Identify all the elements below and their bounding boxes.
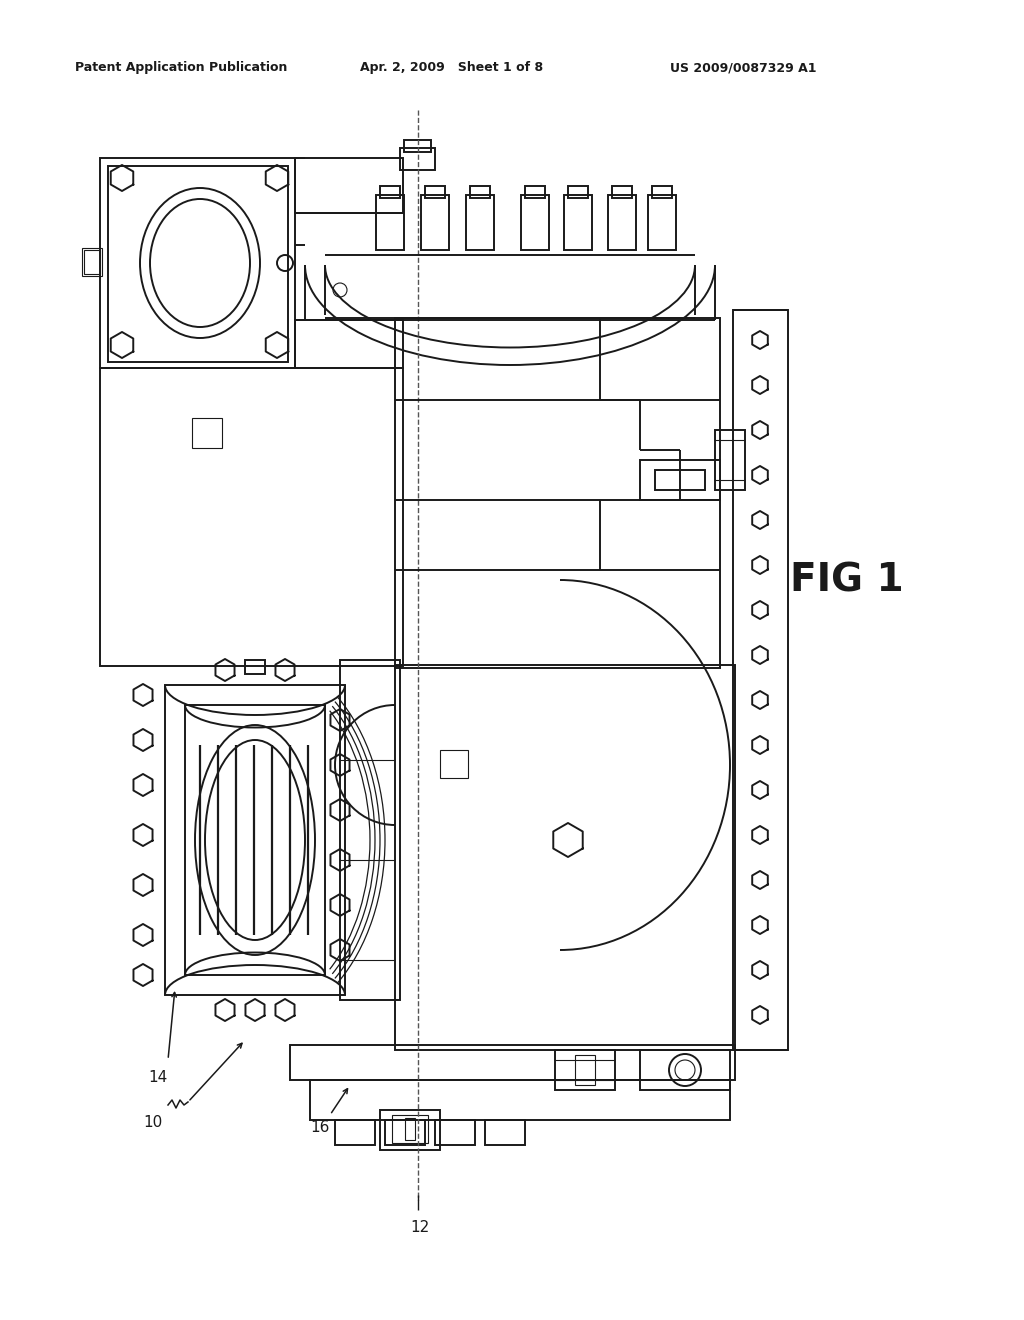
Bar <box>521 195 549 249</box>
Bar <box>733 310 788 1049</box>
Bar <box>376 195 404 249</box>
Bar <box>380 1110 440 1150</box>
Text: 12: 12 <box>410 1220 429 1236</box>
Bar <box>655 470 705 490</box>
Bar <box>404 140 431 152</box>
Bar <box>440 750 468 777</box>
Bar <box>340 660 400 1001</box>
Bar <box>82 248 102 276</box>
Bar <box>435 1119 475 1144</box>
Bar <box>608 195 636 249</box>
Bar <box>100 368 403 667</box>
Bar <box>640 1049 730 1090</box>
Bar <box>310 1080 730 1119</box>
Bar <box>555 1049 615 1090</box>
Bar <box>406 1118 415 1140</box>
Text: FIG 1: FIG 1 <box>790 561 903 599</box>
Bar <box>295 319 403 368</box>
Text: 16: 16 <box>310 1119 330 1135</box>
Text: US 2009/0087329 A1: US 2009/0087329 A1 <box>670 62 816 74</box>
Bar <box>648 195 676 249</box>
Bar <box>485 1119 525 1144</box>
Bar <box>612 186 632 198</box>
Text: 14: 14 <box>148 1071 167 1085</box>
Bar <box>380 186 400 198</box>
Bar <box>84 249 100 275</box>
Bar <box>466 195 494 249</box>
Bar <box>185 705 325 975</box>
Bar <box>715 430 745 490</box>
Bar <box>295 158 403 213</box>
Bar <box>425 186 445 198</box>
Bar <box>193 418 222 447</box>
Bar <box>395 318 720 668</box>
Bar <box>640 459 720 500</box>
Bar <box>400 148 435 170</box>
Bar <box>568 186 588 198</box>
Text: 10: 10 <box>143 1115 162 1130</box>
Bar <box>392 1115 428 1143</box>
Bar <box>245 660 265 675</box>
Bar <box>421 195 449 249</box>
Bar <box>108 166 288 362</box>
Bar <box>575 1055 595 1085</box>
Bar <box>385 1119 425 1144</box>
Bar <box>165 685 345 995</box>
Text: Apr. 2, 2009   Sheet 1 of 8: Apr. 2, 2009 Sheet 1 of 8 <box>360 62 543 74</box>
Bar <box>335 1119 375 1144</box>
Text: Patent Application Publication: Patent Application Publication <box>75 62 288 74</box>
Bar <box>470 186 490 198</box>
Bar <box>395 665 735 1049</box>
Bar <box>290 1045 735 1080</box>
Bar <box>100 158 295 368</box>
Bar <box>564 195 592 249</box>
Bar <box>652 186 672 198</box>
Bar <box>525 186 545 198</box>
